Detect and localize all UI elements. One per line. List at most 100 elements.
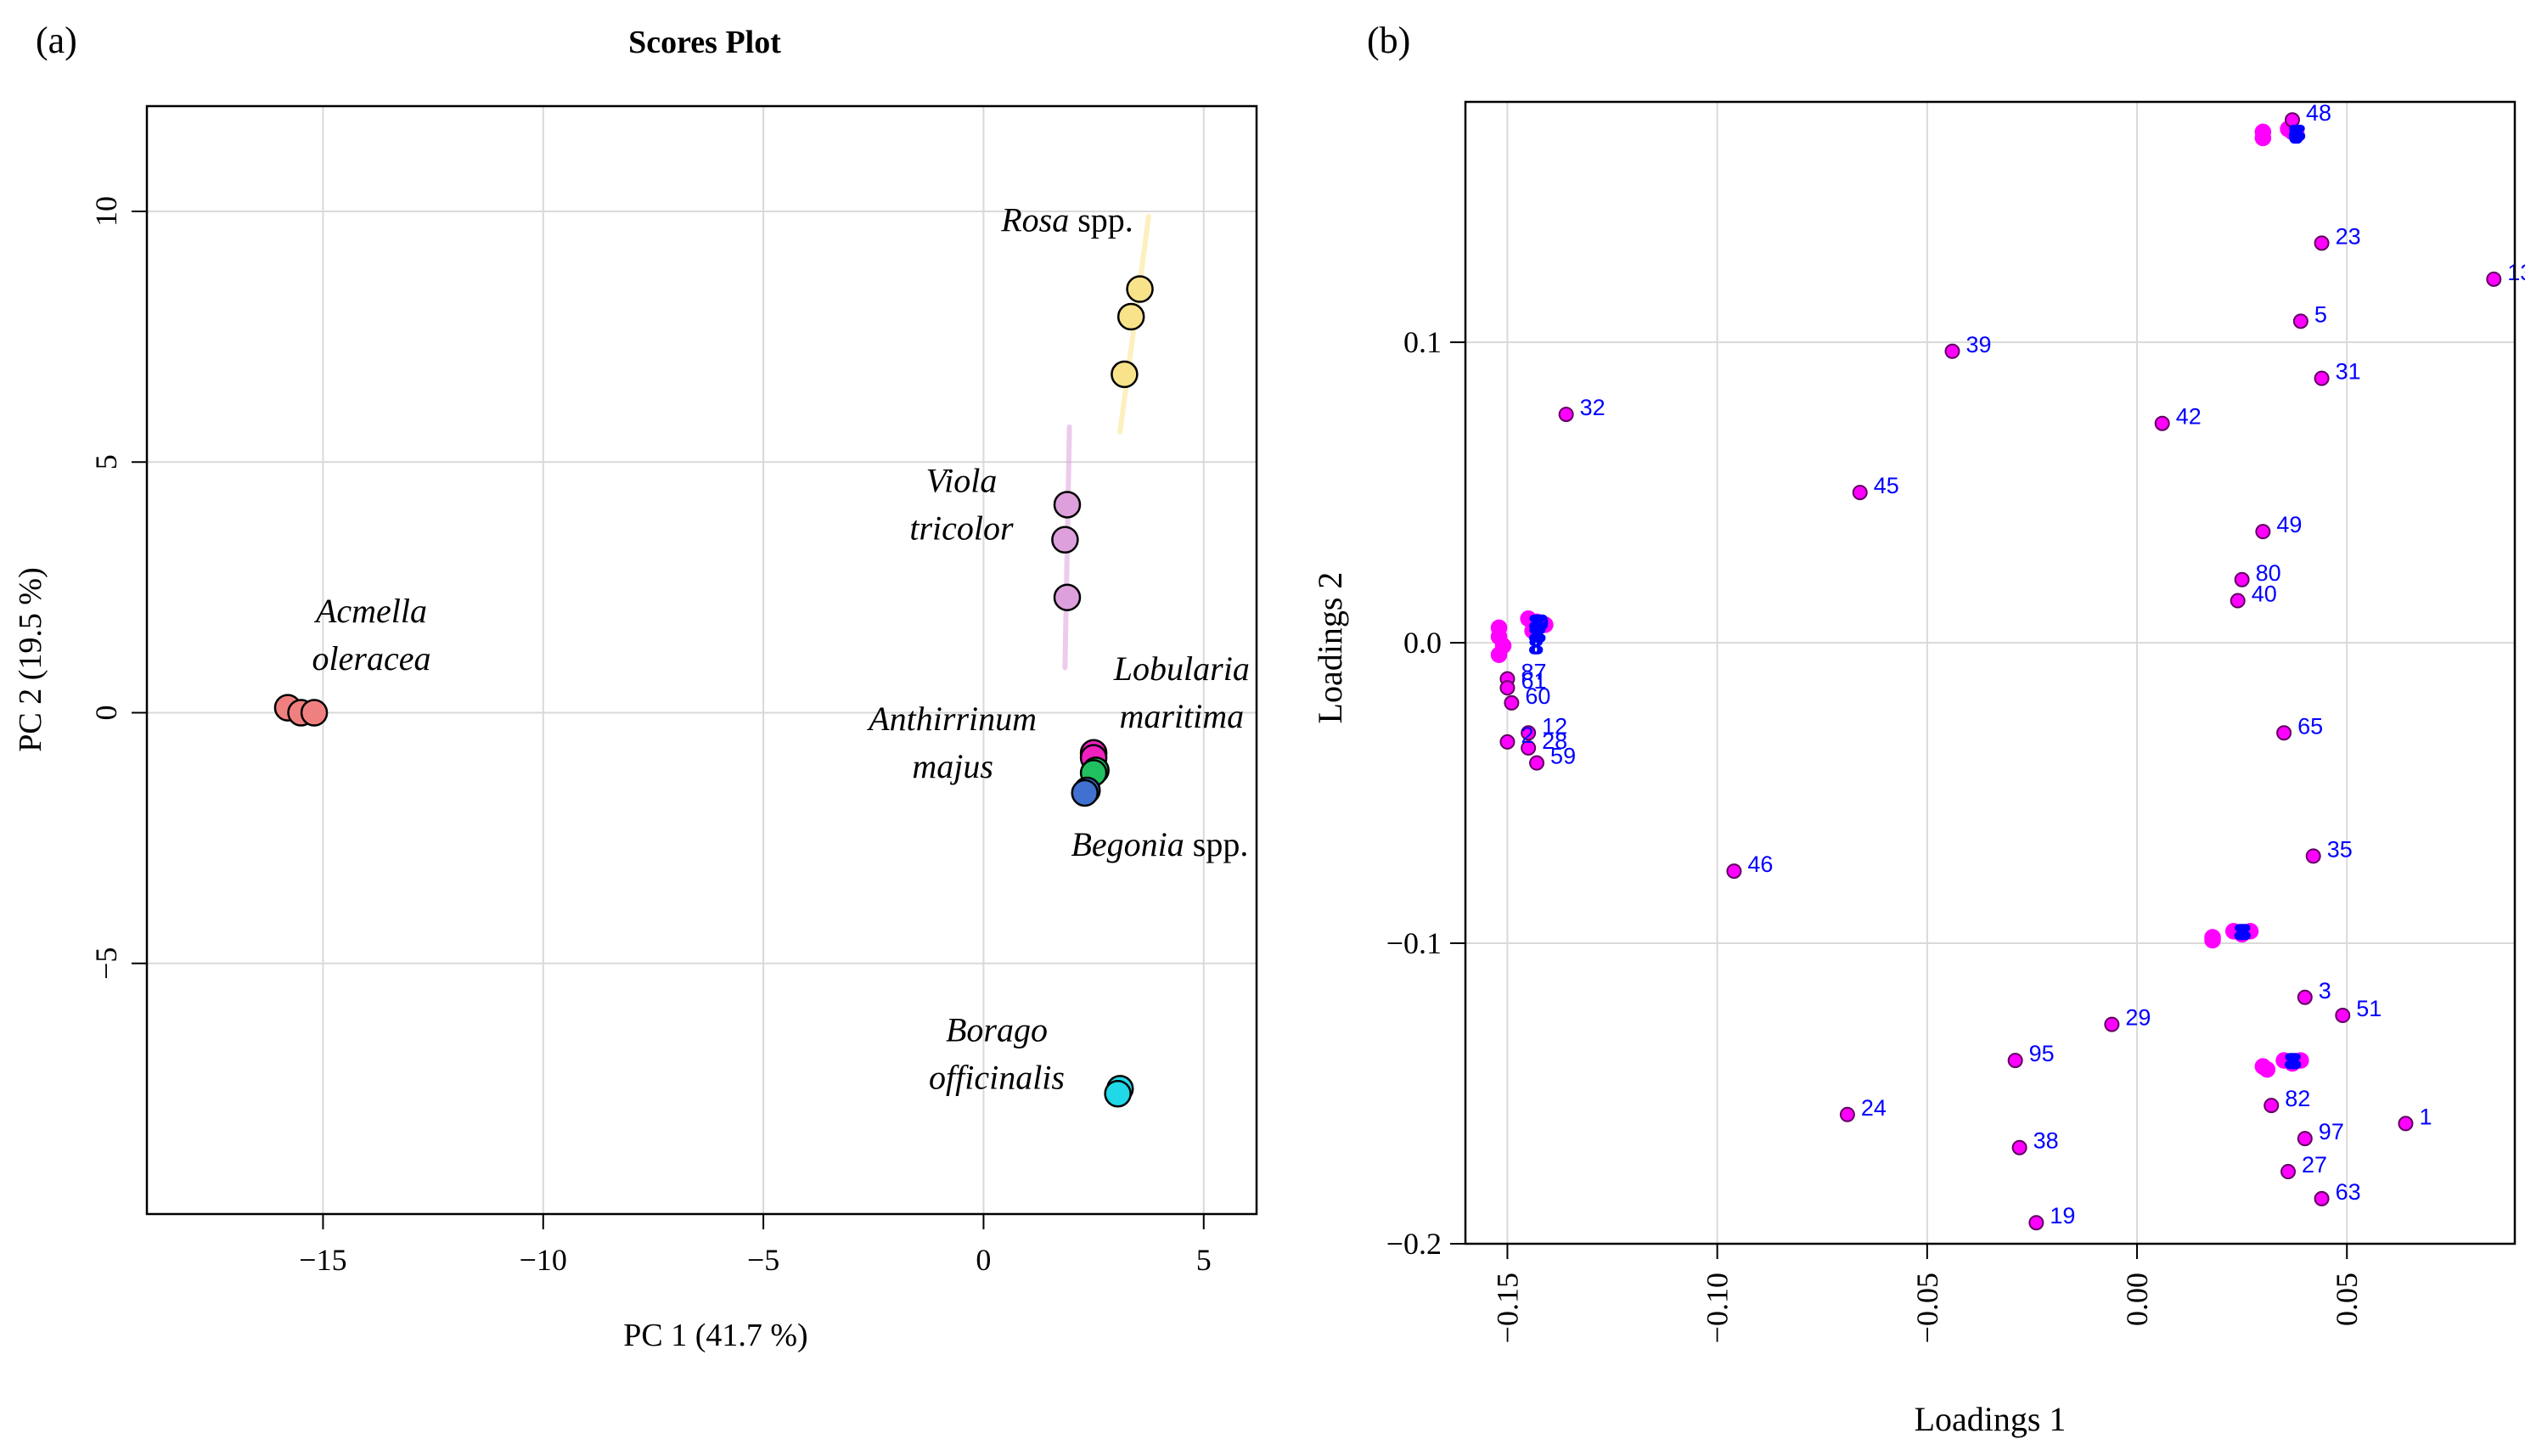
loadings-point-label: 60: [1525, 683, 1550, 709]
loadings-point: [1852, 485, 1868, 501]
loadings-cluster-point: [1490, 646, 1508, 664]
loadings-plot-frame: [1464, 100, 2517, 1245]
loadings-point: [1529, 755, 1545, 771]
panel-a-label: (a): [36, 20, 77, 61]
loadings-point: [2314, 370, 2330, 386]
scores-point: [300, 699, 329, 727]
loadings-point-label: 61: [1521, 668, 1546, 694]
loadings-y-tick-label: 0.1: [1403, 325, 1442, 359]
loadings-point-label: 82: [2285, 1086, 2310, 1111]
loadings-points: [1490, 112, 2502, 1231]
loadings-point: [1944, 343, 1960, 359]
loadings-point: [1839, 1106, 1855, 1122]
scores-plot: Scores Plot Acmella oleracea Rosa spp. Viol…: [13, 25, 1258, 1353]
loadings-x-tick-label: −0.15: [1490, 1273, 1524, 1343]
scores-group-label: tricolor: [909, 509, 1014, 548]
scores-point: [1053, 583, 1082, 611]
panel-b-label: (b): [1367, 20, 1410, 61]
loadings-point-label: 39: [1966, 332, 1992, 357]
scores-x-ticks: −15 −10 −5 0 5: [299, 1214, 1212, 1277]
loadings-point-labels: 4823135393132424549804060122285987616535…: [1521, 100, 2525, 1228]
scores-x-tick-label: 0: [976, 1243, 991, 1277]
loadings-point: [2335, 1008, 2351, 1023]
scores-group-label: Rosa spp.: [1000, 201, 1133, 239]
scores-plot-title: Scores Plot: [628, 25, 781, 60]
scores-point: [1116, 302, 1145, 331]
loadings-point-label: 23: [2336, 223, 2361, 249]
scores-y-tick-label: 5: [89, 454, 123, 469]
loadings-cluster-point: [2254, 129, 2272, 147]
loadings-point: [2297, 1131, 2313, 1147]
loadings-y-axis-label: Loadings 2: [1311, 572, 1349, 724]
loadings-point-label: 65: [2297, 713, 2323, 739]
loadings-point: [2011, 1139, 2027, 1155]
loadings-point-label: 51: [2356, 996, 2382, 1021]
scores-point: [1111, 360, 1139, 389]
loadings-x-tick-label: 0.00: [2120, 1273, 2154, 1326]
loadings-y-tick-label: −0.2: [1386, 1227, 1442, 1261]
loadings-x-tick-label: 0.05: [2330, 1273, 2364, 1326]
scores-group-label: oleracea: [312, 639, 431, 677]
scores-x-axis-label: PC 1 (41.7 %): [623, 1318, 807, 1353]
scores-group-labels: Acmella oleracea Rosa spp. Viola tricolor Lob…: [312, 201, 1250, 1097]
loadings-point: [1504, 694, 1520, 711]
scores-plot-frame: [145, 104, 1258, 1216]
loadings-point-label: 28: [1542, 728, 1567, 754]
loadings-y-tick-label: 0.0: [1403, 626, 1442, 660]
loadings-point-label: 38: [2033, 1128, 2059, 1154]
loadings-point-label: 97: [2319, 1119, 2344, 1144]
loadings-point: [1521, 725, 1537, 741]
scores-gridlines: [147, 106, 1257, 1214]
loadings-point: [2028, 1215, 2044, 1231]
loadings-cluster-point: [2288, 126, 2305, 143]
loadings-point-label: 13: [2507, 260, 2525, 285]
loadings-point-label: 95: [2029, 1041, 2055, 1066]
loadings-point-label: 1: [2419, 1104, 2432, 1129]
loadings-point-label: 40: [2252, 582, 2277, 607]
scores-group-label: Viola: [926, 462, 998, 500]
loadings-point: [1499, 680, 1516, 696]
loadings-x-tick-label: −0.10: [1701, 1273, 1735, 1343]
loadings-point-label: 5: [2314, 301, 2327, 327]
scores-points: [273, 275, 1154, 1108]
scores-group-label: Borago: [946, 1010, 1048, 1048]
loadings-point: [2234, 571, 2250, 587]
loadings-cluster-point: [2258, 1060, 2276, 1078]
scores-point: [1053, 491, 1082, 519]
loadings-point: [2305, 848, 2321, 864]
loadings-point-label: 2: [1521, 722, 1533, 748]
loadings-cluster-point: [1524, 622, 1541, 639]
scores-y-tick-label: −5: [89, 947, 123, 980]
loadings-point-label: 80: [2256, 560, 2281, 586]
loadings-point-label: 63: [2336, 1179, 2361, 1205]
loadings-cluster-point: [2204, 931, 2221, 949]
scores-point: [1104, 1080, 1132, 1108]
loadings-point: [2264, 1098, 2280, 1114]
loadings-point: [2284, 112, 2300, 128]
loadings-point: [1521, 739, 1537, 756]
loadings-gridlines: [1465, 102, 2515, 1245]
loadings-x-axis-label: Loadings 1: [1915, 1400, 2067, 1438]
scores-group-label: Begonia spp.: [1071, 825, 1248, 863]
loadings-plot: 4823135393132424549804060122285987616535…: [1311, 100, 2525, 1438]
loadings-x-tick-label: −0.05: [1910, 1273, 1944, 1343]
scores-x-tick-label: −10: [520, 1243, 567, 1277]
scores-y-tick-label: 0: [89, 706, 123, 721]
loadings-point: [2314, 235, 2330, 251]
loadings-point-label: 3: [2319, 978, 2331, 1003]
loadings-point-label: 35: [2327, 836, 2353, 862]
loadings-x-ticks: −0.15 −0.10 −0.05 0.00 0.05: [1490, 1244, 2364, 1343]
loadings-point: [2276, 725, 2292, 741]
loadings-point-label: 42: [2176, 404, 2202, 430]
loadings-point: [2486, 271, 2502, 287]
scores-x-tick-label: −5: [747, 1243, 779, 1277]
loadings-y-tick-label: −0.1: [1386, 926, 1442, 960]
loadings-point: [2280, 1164, 2297, 1180]
loadings-point-label: 27: [2302, 1152, 2327, 1178]
loadings-point: [2398, 1116, 2414, 1132]
loadings-point-label: 46: [1747, 852, 1773, 877]
loadings-point: [1558, 407, 1574, 423]
loadings-point: [2255, 524, 2271, 540]
loadings-cluster-point: [2241, 923, 2259, 940]
